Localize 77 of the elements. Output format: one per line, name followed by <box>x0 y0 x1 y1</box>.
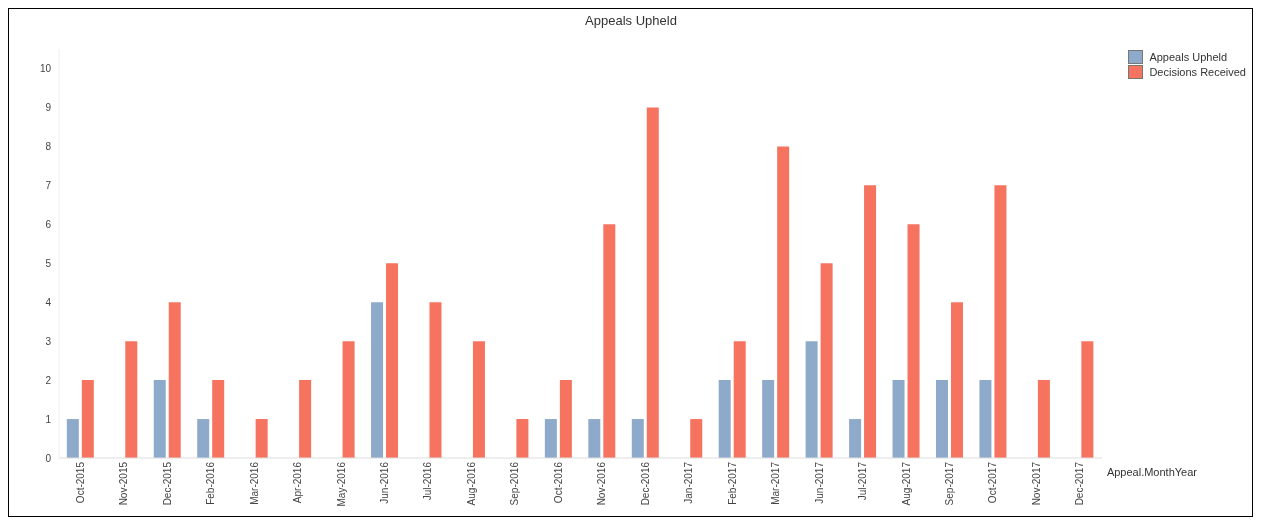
y-tick-label: 4 <box>45 296 52 308</box>
y-tick-label: 9 <box>45 101 52 113</box>
x-tick-label: Dec-2016 <box>639 461 651 506</box>
x-tick-label: May-2016 <box>335 461 347 507</box>
x-tick-label: Feb-2016 <box>205 461 217 505</box>
chart-title: Appeals Upheld <box>584 13 678 28</box>
bar <box>66 419 79 458</box>
y-tick-label: 0 <box>45 452 52 464</box>
y-tick-label: 1 <box>45 413 52 425</box>
bar <box>777 146 790 458</box>
x-tick-label: Sep-2016 <box>509 461 521 506</box>
bar <box>168 302 181 458</box>
x-tick-label: Feb-2017 <box>726 461 738 505</box>
bar <box>255 419 268 458</box>
bar <box>718 380 731 458</box>
bar <box>544 419 557 458</box>
bar <box>603 224 616 458</box>
x-tick-label: Nov-2016 <box>596 461 608 506</box>
x-tick-label: Sep-2017 <box>944 461 955 506</box>
bar <box>472 341 485 458</box>
bar <box>197 419 210 458</box>
bar <box>979 380 992 458</box>
bar <box>212 380 225 458</box>
bar <box>820 263 833 458</box>
bar <box>762 380 775 458</box>
x-tick-label: Jun-2016 <box>379 461 391 504</box>
x-tick-label: Jul-2017 <box>857 461 869 501</box>
x-tick-label: Oct-2017 <box>987 461 999 504</box>
bar <box>153 380 166 458</box>
x-tick-label: Jul-2016 <box>422 461 434 501</box>
x-tick-label: Aug-2016 <box>465 461 477 506</box>
x-tick-label: Dec-2017 <box>1074 461 1086 506</box>
bar <box>690 419 703 458</box>
x-tick-label: Oct-2016 <box>552 461 564 504</box>
y-tick-label: 5 <box>45 257 52 269</box>
bar <box>950 302 963 458</box>
y-tick-label: 6 <box>45 218 52 230</box>
y-tick-label: 10 <box>39 63 52 75</box>
legend-label: Appeals Upheld <box>1148 49 1229 64</box>
x-tick-label: Oct-2015 <box>74 461 86 504</box>
bar <box>559 380 572 458</box>
x-tick-label: Nov-2017 <box>1030 461 1042 506</box>
legend-label: Decisions Received <box>1148 64 1246 79</box>
bar <box>299 380 312 458</box>
bar <box>125 341 138 458</box>
y-tick-label: 3 <box>45 335 52 347</box>
x-tick-label: Jan-2017 <box>683 461 695 504</box>
x-tick-label: Mar-2017 <box>770 461 782 505</box>
bar <box>386 263 399 458</box>
bar <box>805 341 818 458</box>
bar <box>733 341 746 458</box>
y-tick-label: 7 <box>45 179 52 191</box>
bar <box>371 302 384 458</box>
x-axis-title: Appeal.MonthYear <box>1106 466 1197 478</box>
bar <box>646 107 659 458</box>
bar <box>516 419 529 458</box>
bar <box>907 224 920 458</box>
bar <box>588 419 601 458</box>
x-tick-label: Dec-2015 <box>161 461 173 506</box>
x-tick-label: Nov-2015 <box>118 461 130 506</box>
bar <box>935 380 948 458</box>
y-tick-label: 8 <box>45 140 52 152</box>
y-tick-label: 2 <box>45 374 52 386</box>
bar <box>849 419 862 458</box>
x-tick-label: Aug-2017 <box>900 461 912 506</box>
x-tick-label: Mar-2016 <box>248 461 260 505</box>
x-tick-label: Jun-2017 <box>813 461 825 504</box>
bar <box>1081 341 1094 458</box>
bar <box>631 419 644 458</box>
bar <box>429 302 442 458</box>
bar <box>342 341 355 458</box>
bar <box>892 380 905 458</box>
bar <box>994 185 1007 458</box>
x-tick-label: Apr-2016 <box>292 461 304 504</box>
bar <box>81 380 94 458</box>
bar <box>1037 380 1050 458</box>
bar <box>864 185 877 458</box>
